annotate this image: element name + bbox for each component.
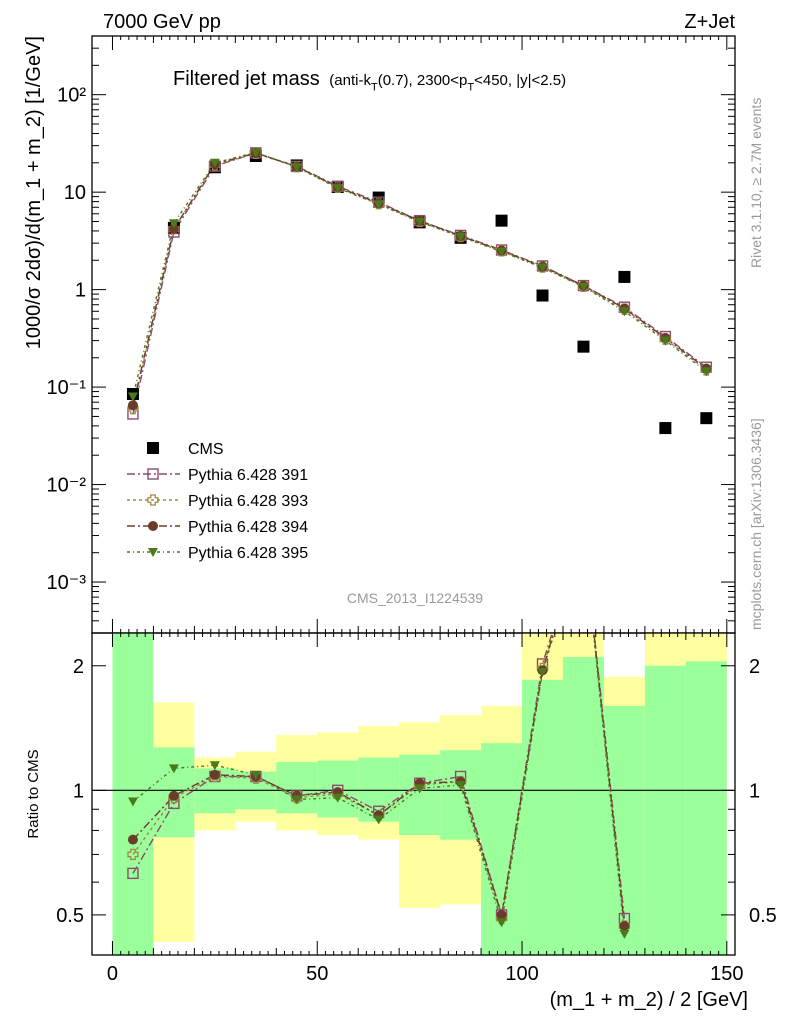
data-point-marker <box>168 223 179 234</box>
y-tick-label: 10² <box>57 85 86 107</box>
data-point-marker <box>209 769 220 780</box>
data-point-marker <box>619 921 630 932</box>
ratio-series-markers <box>127 658 631 939</box>
stat-uncertainty-band <box>522 679 563 955</box>
data-point-marker <box>127 797 138 807</box>
legend-label: Pythia 6.428 395 <box>188 545 308 562</box>
data-point-marker <box>127 392 138 402</box>
data-point-marker <box>332 793 343 803</box>
series-line <box>132 152 707 406</box>
data-point-marker <box>496 918 507 928</box>
data-point-marker <box>147 442 159 454</box>
data-point-marker <box>250 148 261 158</box>
data-point-marker <box>659 422 672 435</box>
stat-uncertainty-band <box>112 633 154 955</box>
data-point-marker <box>495 214 508 227</box>
x-axis-label: (m_1 + m_2) / 2 [GeV] <box>550 989 748 1011</box>
process-label: Z+Jet <box>684 11 735 33</box>
stat-uncertainty-band <box>562 656 604 955</box>
data-point-marker <box>618 270 631 283</box>
ratio-y-tick-label: 0.5 <box>56 905 84 927</box>
x-tick-label: 0 <box>107 963 118 985</box>
legend-label: Pythia 6.428 391 <box>188 467 308 484</box>
data-point-marker <box>414 784 425 794</box>
main-series-markers <box>126 147 713 435</box>
rivet-label: Rivet 3.1.10, ≥ 2.7M events <box>748 98 764 268</box>
ratio-y-tick-label: 1 <box>73 780 84 802</box>
energy-label: 7000 GeV pp <box>103 11 221 33</box>
ratio-axes: 0 50 100 150 0.5 0.5 1 1 2 2 <box>56 632 777 985</box>
y-axis-label: 1000/σ 2dσ)/d(m_1 + m_2) [1/GeV] <box>23 36 45 349</box>
ratio-frame <box>91 632 736 956</box>
data-point-marker <box>148 548 158 557</box>
y-tick-label: 10⁻¹ <box>47 377 87 399</box>
data-point-marker <box>373 200 384 210</box>
x-tick-label: 50 <box>306 963 328 985</box>
data-point-marker <box>168 219 179 229</box>
ratio-uncertainty-bands <box>92 633 735 955</box>
stat-uncertainty-band <box>276 762 318 814</box>
data-point-marker <box>168 790 179 801</box>
stat-uncertainty-band <box>685 661 727 955</box>
ratio-y-tick-label-right: 2 <box>749 656 760 678</box>
main-series-lines <box>132 151 707 415</box>
y-tick-label: 10 <box>64 182 86 204</box>
data-point-marker <box>127 848 139 861</box>
data-point-marker <box>373 815 384 825</box>
data-point-marker <box>127 400 138 411</box>
data-point-marker <box>147 468 159 480</box>
data-point-marker <box>148 521 158 531</box>
data-point-marker <box>455 232 466 242</box>
data-point-marker <box>536 289 549 302</box>
ratio-y-axis-label: Ratio to CMS <box>25 749 42 838</box>
main-axes: 10⁻³ 10⁻² 10⁻¹ 1 10 10² <box>47 35 736 634</box>
legend-label: Pythia 6.428 393 <box>188 493 308 510</box>
data-point-marker <box>209 158 220 168</box>
ratio-y-tick-label-right: 1 <box>749 780 760 802</box>
data-point-marker <box>168 764 179 774</box>
data-point-marker <box>250 770 261 780</box>
x-tick-label: 100 <box>505 963 538 985</box>
legend: CMS Pythia 6.428 391 Pythia 6.428 393 Pythi… <box>127 441 308 562</box>
data-point-marker <box>701 367 712 377</box>
ratio-y-tick-label-right: 0.5 <box>749 905 777 927</box>
data-point-marker <box>660 336 671 346</box>
data-point-marker <box>147 494 159 506</box>
stat-uncertainty-band <box>399 754 441 835</box>
ratio-y-tick-label: 2 <box>73 656 84 678</box>
stat-uncertainty-band <box>644 665 686 955</box>
data-point-marker <box>291 795 302 805</box>
data-point-marker <box>127 867 139 880</box>
mcplots-label: mcplots.cern.ch [arXiv:1306.3436] <box>748 418 764 630</box>
data-point-marker <box>619 307 630 317</box>
data-point-marker <box>332 184 343 194</box>
x-tick-label: 150 <box>710 963 743 985</box>
data-point-marker <box>537 263 548 273</box>
data-point-marker <box>619 929 630 939</box>
data-point-marker <box>414 217 425 227</box>
plot-title-sub: (anti-kT​(0.7), 2300<pT​<450, |y|<2.5) <box>329 72 566 93</box>
y-tick-label: 1 <box>75 280 86 302</box>
y-tick-label: 10⁻² <box>47 475 87 497</box>
data-point-marker <box>496 247 507 257</box>
y-tick-label: 10⁻³ <box>47 572 87 594</box>
data-point-marker <box>455 781 466 791</box>
series-line <box>132 152 707 415</box>
data-point-marker <box>291 163 302 173</box>
data-point-marker <box>209 761 220 771</box>
plot-title-main: Filtered jet mass <box>173 68 320 90</box>
data-point-marker <box>496 909 507 920</box>
data-point-marker <box>700 412 713 425</box>
main-frame <box>91 35 736 634</box>
legend-label: Pythia 6.428 394 <box>188 519 308 536</box>
data-point-marker <box>537 668 548 678</box>
data-point-marker <box>127 834 138 845</box>
analysis-id: CMS_2013_I1224539 <box>347 590 483 606</box>
legend-label: CMS <box>188 441 224 458</box>
data-point-marker <box>577 340 590 353</box>
plot-title: Filtered jet mass (anti-kT​(0.7), 2300<p… <box>173 68 566 93</box>
data-point-marker <box>578 282 589 292</box>
